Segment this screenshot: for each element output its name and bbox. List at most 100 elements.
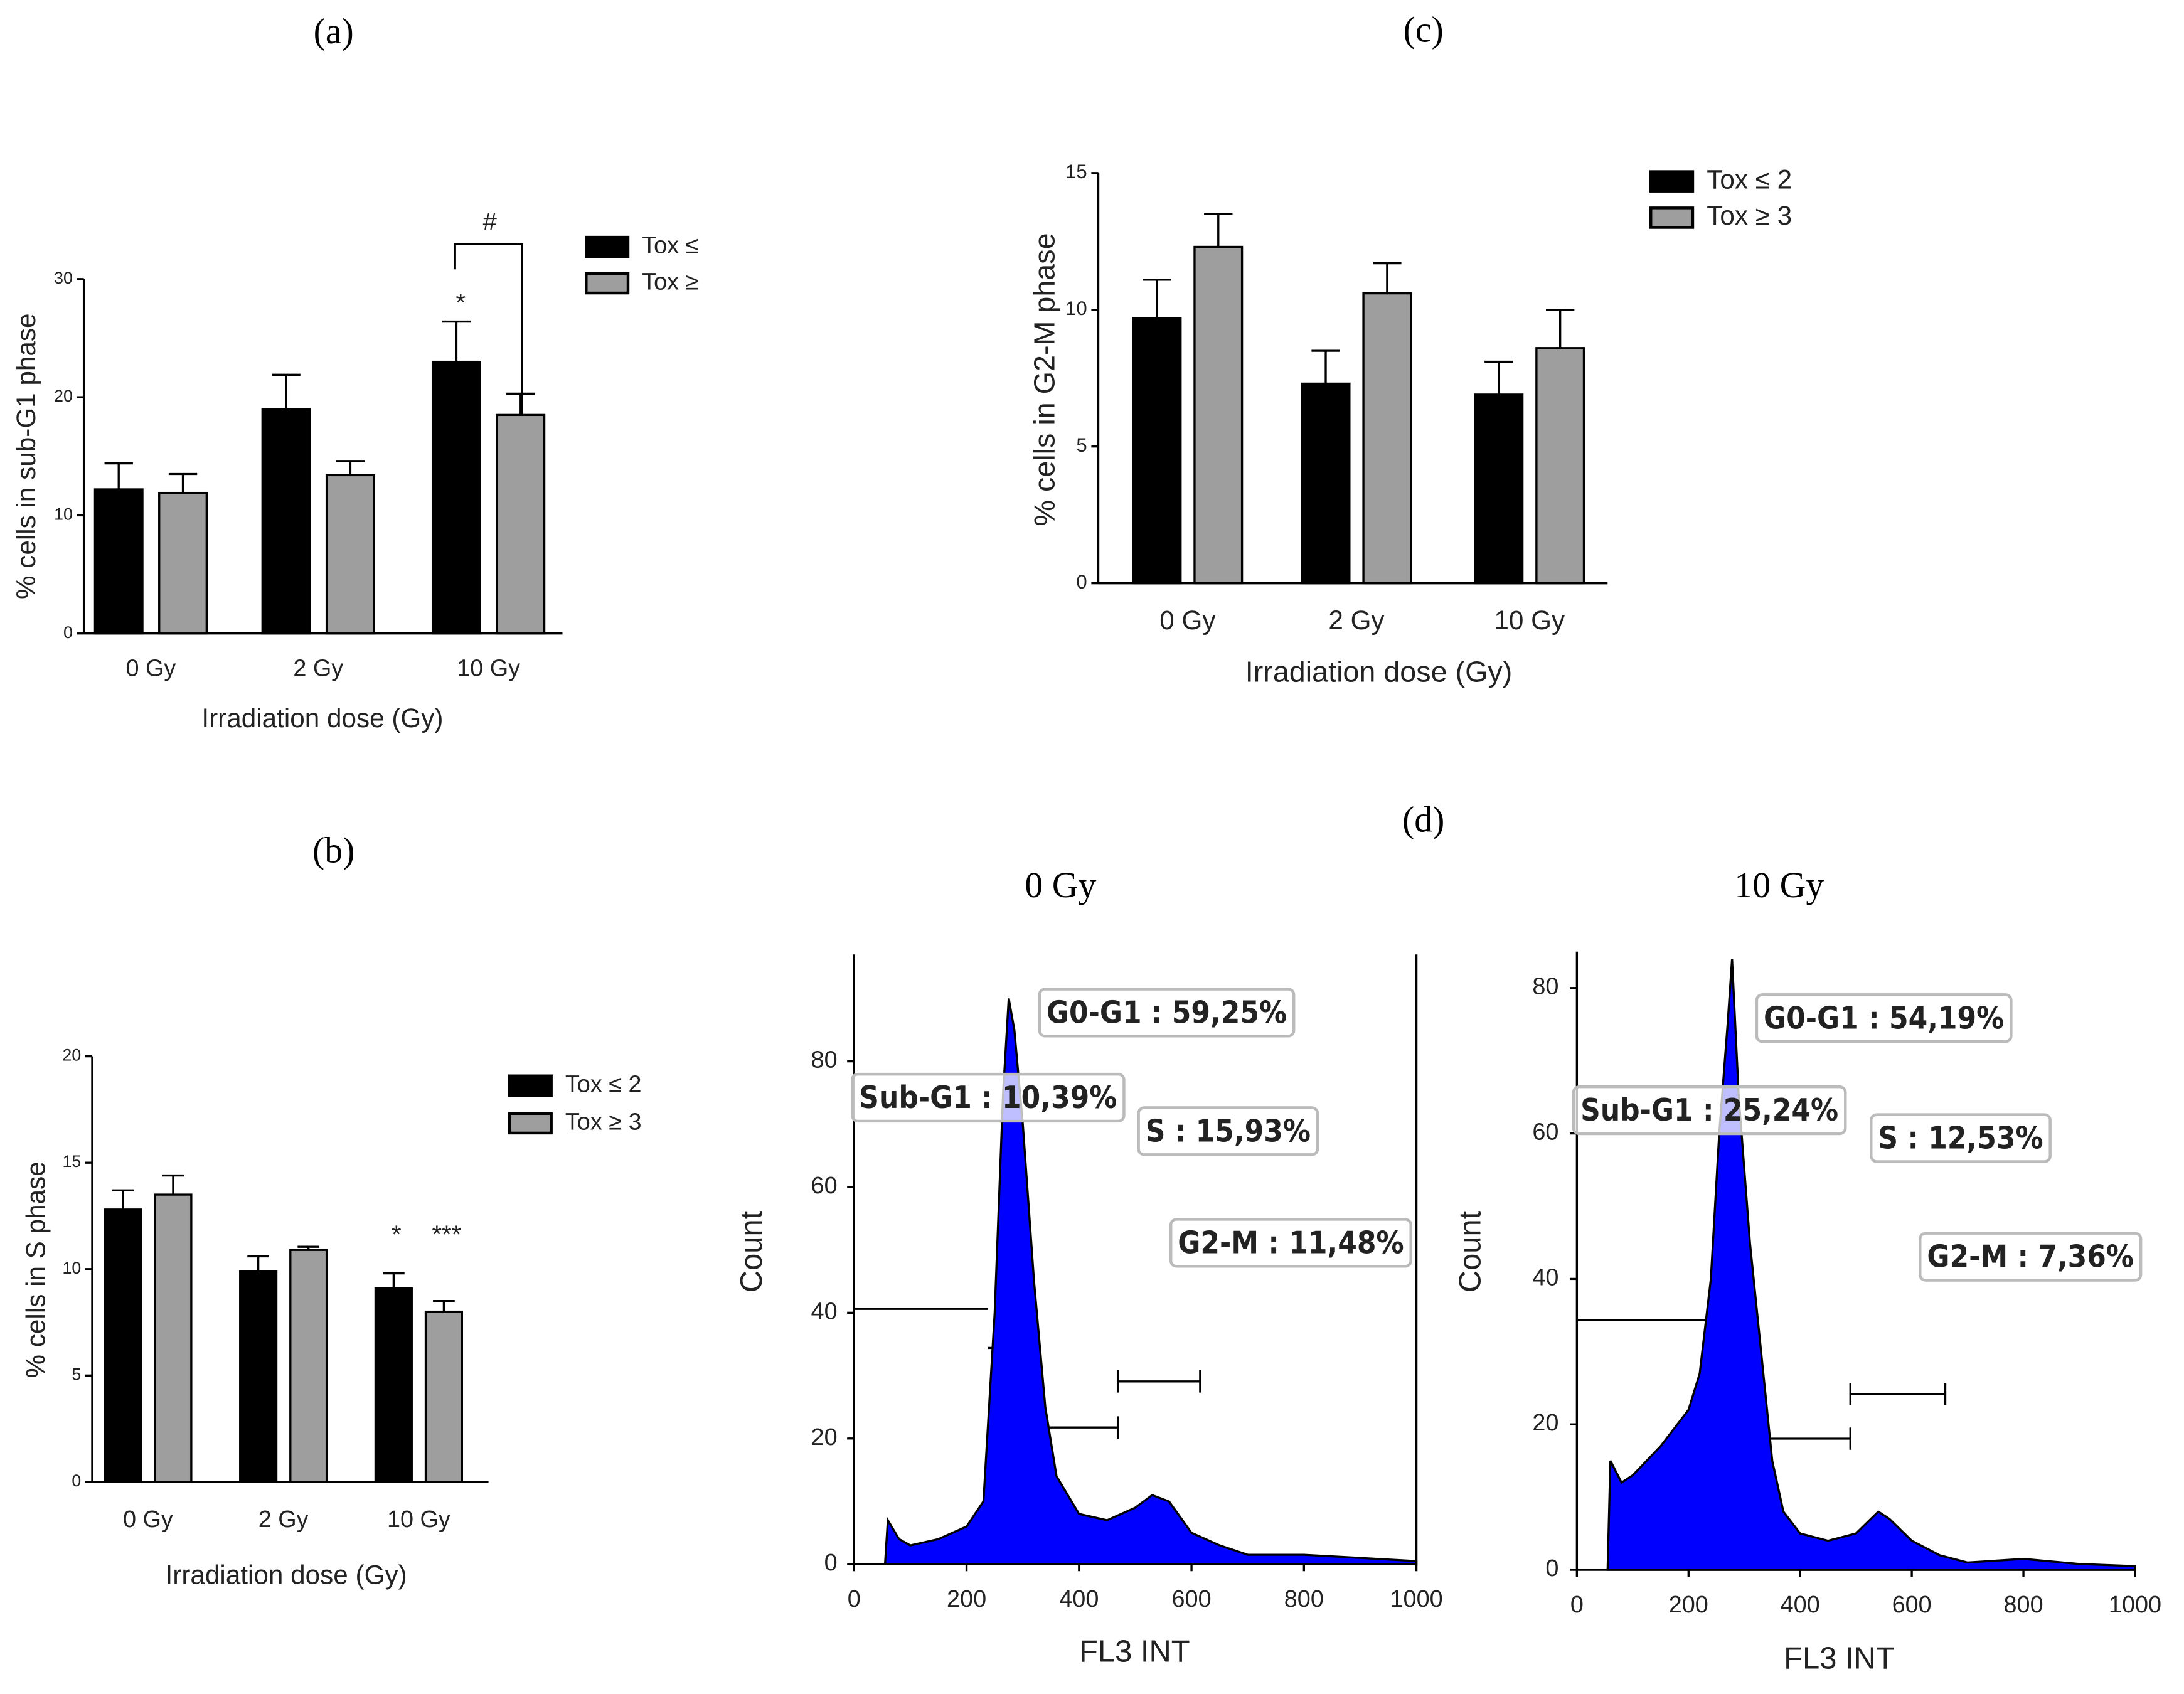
x-tick-label: 1000	[2109, 1592, 2161, 1618]
y-tick-label: 20	[811, 1424, 838, 1451]
chart: (a) % cells in sub-G1 phase Irradiation do…	[11, 11, 699, 733]
y-tick-label: 0	[1076, 571, 1087, 593]
x-tick-label: 2 Gy	[1328, 605, 1385, 635]
x-tick-label: 0	[848, 1586, 861, 1612]
bar	[261, 408, 311, 635]
panel-label: (c)	[1404, 9, 1444, 50]
legend-swatch	[1649, 206, 1695, 229]
bar	[289, 1249, 328, 1483]
y-tick-label: 10	[63, 1259, 82, 1277]
y-tick-label: 5	[72, 1365, 81, 1383]
annotation-box	[1919, 1232, 2143, 1282]
x-tick-label: 800	[2004, 1592, 2043, 1618]
y-tick-label: 80	[1532, 974, 1558, 1000]
y-axis-label: Count	[735, 1210, 769, 1292]
chart: (b) % cells in S phase Irradiation dose (G…	[21, 829, 641, 1589]
chart-title: 10 Gy	[1734, 865, 1824, 905]
bar	[374, 1287, 413, 1483]
y-tick-label: 15	[1065, 161, 1087, 183]
bar	[104, 1208, 142, 1483]
bar	[1362, 292, 1412, 585]
legend-label: Tox ≥ 3	[1707, 201, 1792, 230]
x-tick-label: 400	[1781, 1592, 1820, 1618]
bar	[1193, 245, 1244, 585]
legend-label: Tox ≤ 2	[565, 1071, 642, 1097]
y-tick-label: 40	[1532, 1264, 1558, 1291]
bar	[325, 474, 375, 635]
y-tick-label: 10	[54, 504, 73, 523]
x-tick-label: 0 Gy	[125, 656, 176, 682]
y-tick-label: 20	[54, 386, 73, 405]
bar	[431, 360, 481, 635]
bar	[1474, 393, 1524, 585]
bar	[158, 491, 208, 635]
x-tick-label: 800	[1284, 1586, 1324, 1612]
y-tick-label: 60	[1532, 1119, 1558, 1146]
y-tick-label: 15	[63, 1152, 82, 1171]
x-tick-label: 10 Gy	[457, 656, 520, 682]
panel-label: (a)	[314, 11, 354, 51]
annotation-box	[1572, 1085, 1847, 1136]
x-tick-label: 1000	[1390, 1586, 1443, 1612]
bar	[424, 1310, 464, 1483]
legend-swatch	[585, 235, 630, 258]
significance-bracket	[454, 243, 523, 415]
legend-label: Tox ≤ 2	[1707, 164, 1792, 194]
y-tick-label: 10	[1065, 297, 1087, 319]
chart-title: 0 Gy	[1025, 865, 1096, 905]
y-axis-label: % cells in sub-G1 phase	[11, 313, 41, 599]
bar	[496, 413, 546, 635]
bar	[1132, 317, 1182, 585]
x-tick-label: 0 Gy	[123, 1506, 173, 1533]
legend-swatch	[508, 1074, 553, 1097]
annotation: G2-M : 11,48%	[1178, 1225, 1404, 1260]
y-tick-label: 20	[63, 1046, 82, 1065]
bar	[1535, 347, 1585, 585]
y-axis-label: Count	[1453, 1210, 1487, 1292]
legend-label: Tox ≤	[642, 233, 698, 259]
x-tick-label: 600	[1172, 1586, 1212, 1612]
x-axis-label: Irradiation dose (Gy)	[201, 703, 443, 733]
y-axis-label: % cells in G2-M phase	[1028, 233, 1061, 526]
bar	[154, 1193, 193, 1483]
y-tick-label: 20	[1532, 1410, 1558, 1436]
annotation: #	[483, 208, 498, 235]
y-tick-label: 0	[1545, 1555, 1558, 1582]
y-tick-label: 0	[72, 1471, 81, 1490]
y-tick-label: 0	[63, 623, 73, 642]
bar	[1301, 382, 1351, 585]
x-tick-label: 600	[1892, 1592, 1932, 1618]
x-tick-label: 10 Gy	[387, 1506, 450, 1533]
annotation: ***	[432, 1221, 462, 1249]
annotation: G0-G1 : 59,25%	[1047, 994, 1287, 1030]
panel-label: (b)	[312, 829, 354, 870]
histogram-area	[883, 998, 1418, 1565]
annotation: *	[392, 1221, 402, 1249]
y-axis-label: % cells in S phase	[21, 1161, 50, 1378]
bar	[93, 488, 144, 635]
annotation-box	[1038, 988, 1296, 1038]
panel-label: (d)	[1402, 799, 1444, 839]
x-tick-label: 2 Gy	[258, 1506, 309, 1533]
annotation-box	[850, 1072, 1126, 1123]
legend-label: Tox ≥ 3	[565, 1109, 642, 1135]
annotation-box	[1137, 1106, 1319, 1156]
y-tick-label: 30	[54, 269, 73, 287]
x-tick-label: 0	[1570, 1592, 1584, 1618]
y-tick-label: 40	[811, 1298, 838, 1324]
y-tick-label: 5	[1076, 434, 1087, 456]
annotation-box	[1870, 1113, 2052, 1163]
y-tick-label: 60	[811, 1173, 838, 1199]
x-tick-label: 0 Gy	[1159, 605, 1216, 635]
legend-swatch	[1649, 170, 1695, 193]
x-axis-label: Irradiation dose (Gy)	[166, 1560, 407, 1589]
bar	[239, 1270, 278, 1483]
y-tick-label: 80	[811, 1047, 838, 1073]
x-tick-label: 400	[1059, 1586, 1099, 1612]
legend-swatch	[585, 272, 630, 295]
y-tick-label: 0	[824, 1550, 838, 1576]
x-tick-label: 200	[947, 1586, 986, 1612]
